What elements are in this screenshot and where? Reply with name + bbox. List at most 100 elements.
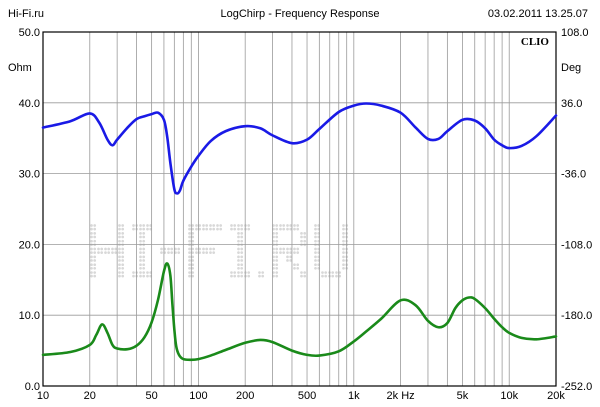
watermark-dot [93,271,97,274]
watermark-dot [97,251,100,254]
x-tick-label: 5k [457,390,469,402]
x-tick-label: 500 [298,390,316,402]
watermark-dot [296,251,300,254]
watermark-dot [289,255,293,259]
watermark-dot [240,247,244,251]
watermark-dot [289,224,293,227]
watermark-dot [90,255,93,259]
watermark-dot [335,274,338,278]
watermark-dot [296,263,300,267]
watermark-dot [142,255,146,259]
watermark-dot [314,251,317,254]
x-tick-label: 50 [145,390,157,402]
watermark-dot [205,224,209,227]
watermark-dot [314,239,317,243]
right-y-tick-label: 108.0 [561,27,589,39]
watermark-dot [142,231,146,235]
watermark-dot [167,251,170,254]
watermark-dot [233,271,237,274]
watermark-dot [195,227,198,231]
watermark-dot [121,266,125,270]
watermark-dot [240,259,244,262]
watermark-dot [93,231,97,235]
watermark-dot [216,224,219,227]
watermark-dot [279,247,282,251]
watermark-dot [314,266,317,270]
watermark-dot [331,271,335,274]
watermark-dot [237,224,240,227]
watermark-dot [212,224,216,227]
left-y-tick-label: 10.0 [19,310,40,322]
watermark-dot [114,247,118,251]
watermark-dot [191,235,195,239]
x-tick-label: 10k [500,390,518,402]
x-tick-label: 100 [189,390,207,402]
watermark-dot [314,224,317,227]
watermark-dot [121,235,125,239]
watermark-dot [275,259,279,262]
watermark-dot [90,259,93,262]
watermark-dot [139,224,142,227]
watermark-dot [114,251,118,254]
watermark-dot [118,255,121,259]
watermark-dot [198,227,202,231]
watermark-dot [293,247,296,251]
watermark-dot [296,247,300,251]
watermark-dot [296,266,300,270]
watermark-dot [191,259,195,262]
watermark-dot [111,247,114,251]
watermark-dot [191,255,195,259]
watermark-dot [216,227,219,231]
watermark-dot [118,263,121,267]
watermark-dot [188,239,191,243]
x-tick-label: 200 [236,390,254,402]
watermark-dot [237,263,240,267]
watermark-dot [314,259,317,262]
watermark-dot [118,271,121,274]
watermark-dot [212,247,216,251]
watermark-dot [275,231,279,235]
watermark-dot [275,271,279,274]
watermark-dot [247,274,251,278]
x-tick-label: 20k [547,390,565,402]
watermark-dot [142,239,146,243]
watermark-dot [205,247,209,251]
watermark-dot [191,266,195,270]
watermark-dot [275,255,279,259]
right-axis-unit: Deg [561,62,582,74]
watermark-dot [202,251,205,254]
watermark-dot [191,224,195,227]
watermark-dot [240,235,244,239]
watermark-dot [195,224,198,227]
watermark-dot [177,251,181,254]
watermark-dot [104,247,107,251]
watermark-dot [132,227,135,231]
watermark-dot [100,251,104,254]
watermark-dot [240,271,244,274]
watermark-dot [303,231,307,235]
watermark-dot [174,251,177,254]
watermark-dot [300,239,303,243]
plot-frame [42,31,557,387]
watermark-dot [93,235,97,239]
watermark-dot [289,227,293,231]
watermark-dot [293,266,296,270]
watermark-dot [342,263,345,267]
watermark-dot [111,251,114,254]
watermark-dot [258,271,261,274]
watermark-dot [107,247,111,251]
watermark-dot [142,251,146,254]
watermark-dot [230,227,233,231]
watermark-dot [90,251,93,254]
watermark-dot [275,263,279,267]
watermark-dot [188,274,191,278]
watermark-dot [230,271,233,274]
watermark-dot [247,227,251,231]
watermark-dot [139,266,142,270]
x-tick-label: 20 [84,390,96,402]
watermark-dot [142,274,146,278]
watermark-dot [188,255,191,259]
watermark-dot [237,227,240,231]
watermark-dot [335,271,338,274]
